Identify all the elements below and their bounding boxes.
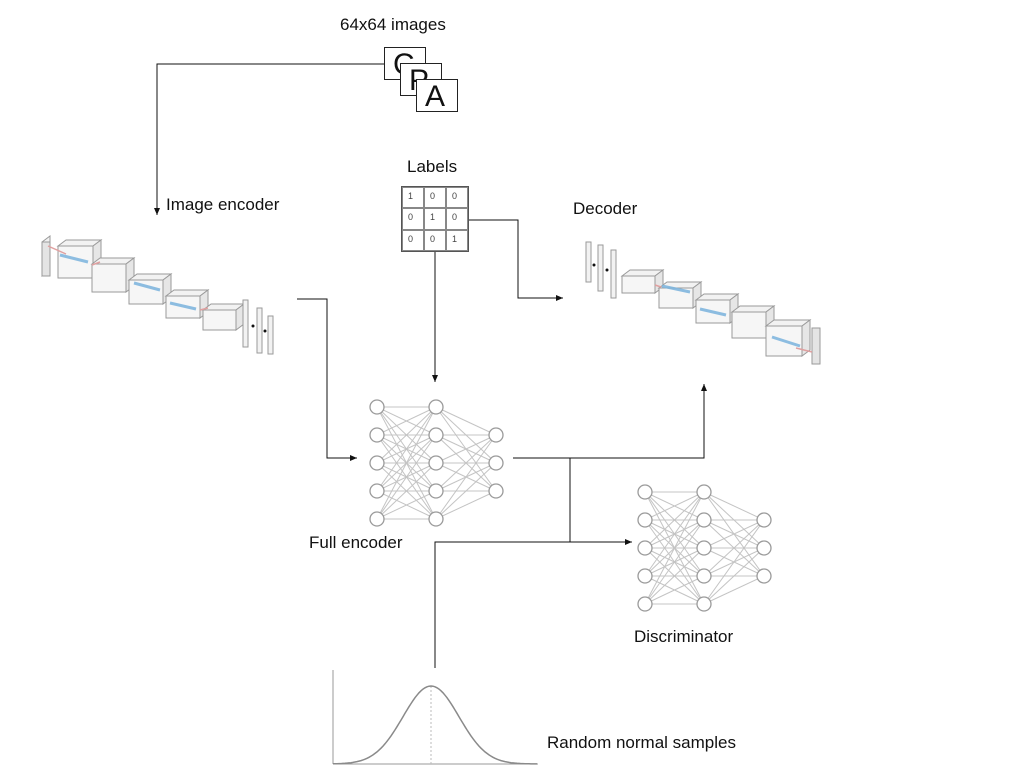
network-node <box>696 540 712 556</box>
network-node <box>637 568 653 584</box>
network-node <box>696 512 712 528</box>
network-node <box>428 427 444 443</box>
labels-matrix: 1 0 0 0 1 0 0 0 1 <box>401 186 469 252</box>
images-title: 64x64 images <box>340 15 446 34</box>
network-edge <box>376 434 437 520</box>
network-edge <box>644 575 705 605</box>
arrow-random-samples-to-discriminator <box>434 541 570 668</box>
discriminator-label: Discriminator <box>634 627 734 646</box>
network-node <box>637 596 653 612</box>
network-edge <box>703 491 765 521</box>
network-node <box>696 484 712 500</box>
network-edge <box>376 406 437 492</box>
network-edge <box>376 406 437 520</box>
network-node <box>488 427 504 443</box>
normal-distribution-plot <box>332 670 538 765</box>
network-edge <box>376 406 437 436</box>
network-node <box>756 568 772 584</box>
network-node <box>369 455 385 471</box>
network-edge <box>644 547 705 605</box>
labels-title: Labels <box>407 157 458 176</box>
network-node <box>369 399 385 415</box>
network-edge <box>376 406 437 464</box>
network-edge <box>435 490 497 520</box>
matrix-cell: 0 <box>446 208 468 230</box>
network-node <box>488 455 504 471</box>
random-samples-label: Random normal samples <box>547 733 736 752</box>
arrow-image-encoder-to-full-encoder <box>297 298 357 461</box>
network-node <box>428 455 444 471</box>
image-encoder-label: Image encoder <box>166 195 280 214</box>
matrix-cell: 1 <box>402 187 424 209</box>
matrix-cell: 0 <box>446 187 468 209</box>
network-node <box>428 511 444 527</box>
decoder-cnn <box>585 241 821 365</box>
matrix-cell: 0 <box>424 187 446 209</box>
network-edge <box>644 491 705 521</box>
network-node <box>637 484 653 500</box>
matrix-cell: 1 <box>424 208 446 230</box>
full-encoder-label: Full encoder <box>309 533 403 552</box>
network-edge <box>376 490 437 520</box>
arrow-images-to-image-encoder <box>154 63 384 215</box>
arrow-labels-to-decoder <box>469 219 563 301</box>
network-node <box>696 596 712 612</box>
network-node <box>488 483 504 499</box>
network-edge <box>435 434 497 492</box>
network-node <box>369 427 385 443</box>
network-edge <box>435 434 497 520</box>
arrow-full-encoder-to-decoder <box>513 384 707 459</box>
network-edge <box>644 491 705 605</box>
matrix-cell: 1 <box>446 229 468 251</box>
network-node <box>696 568 712 584</box>
discriminator-network <box>637 484 772 612</box>
network-node <box>637 540 653 556</box>
network-edge <box>703 519 765 605</box>
network-edge <box>703 519 765 549</box>
network-node <box>428 399 444 415</box>
matrix-cell: 0 <box>424 229 446 251</box>
network-edge <box>435 406 497 436</box>
network-edge <box>376 462 437 520</box>
network-node <box>756 540 772 556</box>
network-edge <box>703 575 765 605</box>
matrix-cell: 0 <box>402 229 424 251</box>
network-edge <box>703 547 765 605</box>
matrix-cell: 0 <box>402 208 424 230</box>
network-edge <box>703 519 765 577</box>
network-edge <box>644 491 705 577</box>
decoder-label: Decoder <box>573 199 638 218</box>
image-card-a: A <box>416 79 458 112</box>
arrow-full-encoder-to-discriminator <box>569 458 632 545</box>
network-node <box>756 512 772 528</box>
network-edge <box>435 462 497 520</box>
full-encoder-network <box>369 399 504 527</box>
network-node <box>637 512 653 528</box>
network-edge <box>644 519 705 605</box>
image-encoder-cnn <box>41 235 274 355</box>
network-node <box>428 483 444 499</box>
network-edge <box>644 491 705 549</box>
network-edge <box>435 434 497 464</box>
network-node <box>369 483 385 499</box>
network-node <box>369 511 385 527</box>
